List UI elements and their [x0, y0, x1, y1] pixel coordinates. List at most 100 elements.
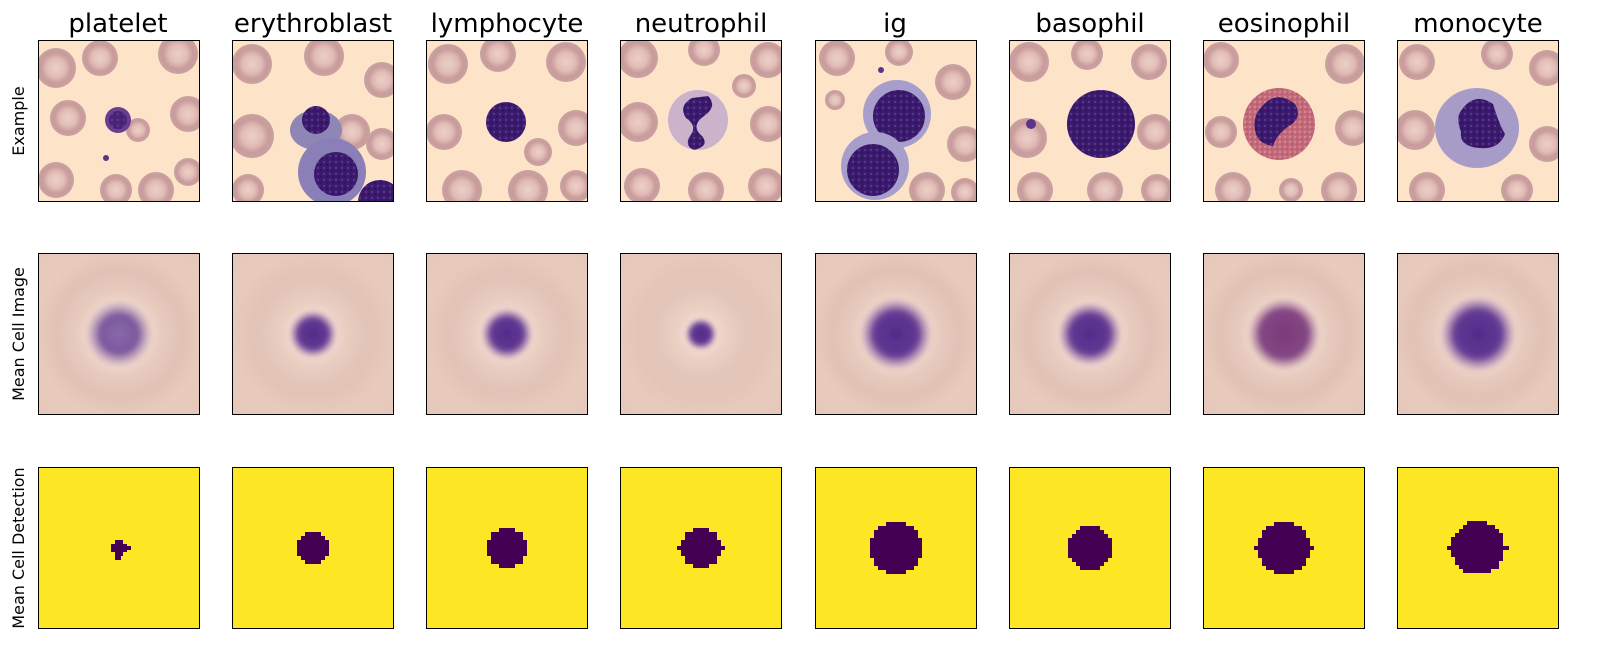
red-blood-cell	[1321, 172, 1357, 202]
column-title-basophil: basophil	[1035, 9, 1144, 39]
example-image-ig	[815, 40, 977, 202]
red-blood-cell	[1087, 172, 1123, 202]
red-blood-cell	[935, 64, 971, 100]
lymphocyte-cell	[486, 102, 526, 142]
mean-cell-detection-neutrophil	[620, 467, 782, 629]
mean-cell-image-basophil	[1009, 253, 1171, 415]
red-blood-cell	[158, 40, 198, 74]
red-blood-cell	[1141, 174, 1171, 202]
mean-cell-image-eosinophil	[1203, 253, 1365, 415]
red-blood-cell	[1017, 172, 1053, 202]
column-title-eosinophil: eosinophil	[1218, 9, 1351, 39]
red-blood-cell	[1071, 40, 1103, 70]
eosinophil-nucleus	[1254, 97, 1298, 146]
red-blood-cell	[1205, 116, 1237, 148]
column-titles: platelet erythroblast lymphocyte neutrop…	[68, 9, 1542, 39]
red-blood-cell	[624, 168, 660, 202]
row-label-example: Example	[9, 86, 28, 155]
mean-nucleus	[85, 300, 153, 368]
red-blood-cell	[1279, 178, 1303, 202]
red-blood-cell	[38, 162, 74, 198]
row-labels: Example Mean Cell Image Mean Cell Detect…	[9, 86, 28, 628]
red-blood-cell	[558, 110, 588, 146]
mean-cell-detection-lymphocyte	[426, 467, 588, 629]
column-title-lymphocyte: lymphocyte	[431, 9, 584, 39]
red-blood-cell	[1137, 114, 1171, 150]
red-blood-cell	[750, 106, 782, 142]
nucleated-cell	[314, 152, 358, 196]
red-blood-cell	[38, 48, 76, 88]
red-blood-cell	[442, 170, 482, 202]
mean-cell-image-ig	[815, 253, 977, 415]
red-blood-cell	[366, 128, 394, 160]
red-blood-cell	[170, 96, 200, 132]
panel-border	[620, 467, 782, 629]
panel-border	[38, 467, 200, 629]
example-image-monocyte	[1397, 40, 1559, 202]
red-blood-cell	[909, 172, 945, 202]
red-blood-cell	[364, 62, 394, 98]
red-blood-cell	[1409, 172, 1445, 202]
red-blood-cell	[750, 42, 782, 78]
basophil-cell	[1067, 90, 1135, 158]
red-blood-cell	[825, 90, 845, 110]
red-blood-cell	[304, 40, 344, 76]
mean-nucleus	[289, 310, 337, 358]
example-image-neutrophil	[620, 40, 782, 202]
red-blood-cell	[1215, 172, 1251, 202]
red-blood-cell	[524, 138, 552, 166]
red-blood-cell	[1397, 110, 1435, 150]
panel-border	[815, 467, 977, 629]
mean-cell-detection-platelet	[38, 467, 200, 629]
red-blood-cell	[232, 44, 272, 84]
panel-grid	[38, 40, 1559, 629]
mean-nucleus	[1440, 296, 1516, 372]
red-blood-cell	[620, 40, 658, 78]
red-blood-cell	[819, 40, 855, 76]
mean-nucleus	[1058, 302, 1122, 366]
red-blood-cell	[748, 168, 782, 202]
example-image-lymphocyte	[426, 40, 588, 202]
red-blood-cell	[426, 114, 462, 150]
red-blood-cell	[546, 42, 586, 82]
example-image-basophil	[1009, 40, 1171, 202]
panel-border	[1203, 467, 1365, 629]
example-image-erythroblast	[232, 40, 394, 202]
ig-nucleus	[873, 90, 925, 142]
red-blood-cell	[174, 158, 200, 186]
red-blood-cell	[1325, 44, 1365, 84]
red-blood-cell	[560, 170, 588, 202]
mean-cell-detection-monocyte	[1397, 467, 1559, 629]
column-title-ig: ig	[883, 9, 907, 39]
red-blood-cell	[1481, 40, 1513, 70]
red-blood-cell	[1335, 110, 1365, 146]
column-title-erythroblast: erythroblast	[234, 9, 392, 39]
red-blood-cell	[947, 126, 977, 162]
red-blood-cell	[1009, 42, 1049, 82]
mean-cell-image-monocyte	[1397, 253, 1559, 415]
mean-nucleus	[860, 298, 932, 370]
red-blood-cell	[232, 114, 274, 158]
red-blood-cell	[480, 40, 516, 72]
column-title-platelet: platelet	[68, 9, 167, 39]
red-blood-cell	[1131, 44, 1167, 80]
red-blood-cell	[885, 40, 913, 66]
red-blood-cell	[1501, 174, 1533, 202]
erythroblast-nucleus	[302, 106, 330, 134]
mean-cell-detection-erythroblast	[232, 467, 394, 629]
red-blood-cell	[100, 174, 132, 202]
monocyte-nucleus	[1458, 98, 1505, 149]
column-title-neutrophil: neutrophil	[635, 9, 768, 39]
mean-nucleus	[481, 308, 533, 360]
example-image-eosinophil	[1203, 40, 1365, 202]
example-image-platelet	[38, 40, 200, 202]
mean-cell-detection-eosinophil	[1203, 467, 1365, 629]
panel-border	[1009, 467, 1171, 629]
red-blood-cell	[232, 174, 264, 202]
red-blood-cell	[428, 44, 468, 84]
red-blood-cell	[508, 170, 548, 202]
panel-border	[232, 467, 394, 629]
red-blood-cell	[1009, 118, 1047, 158]
red-blood-cell	[138, 172, 174, 202]
